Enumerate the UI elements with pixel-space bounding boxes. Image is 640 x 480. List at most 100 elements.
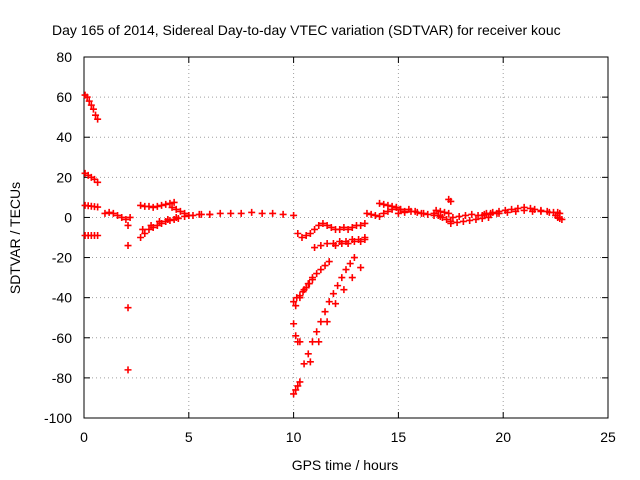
data-point — [248, 208, 256, 216]
data-point — [342, 266, 350, 274]
data-point — [394, 209, 402, 217]
data-point — [306, 358, 314, 366]
x-tick-label: 25 — [600, 429, 616, 445]
data-point — [141, 229, 149, 237]
series-pass-11 — [185, 208, 298, 219]
data-point — [311, 244, 319, 252]
data-point — [323, 240, 331, 248]
data-point — [145, 225, 153, 233]
series-pass-22 — [363, 209, 384, 220]
series-pass-01 — [81, 91, 102, 123]
data-point — [311, 225, 319, 233]
data-point — [380, 200, 388, 208]
data-point — [258, 209, 266, 217]
data-point — [296, 338, 304, 346]
data-point — [537, 206, 545, 214]
data-point — [166, 199, 174, 207]
data-point — [434, 211, 442, 219]
data-point — [155, 217, 163, 225]
y-axis: -100 -80 -60 -40 -20 0 20 40 60 80 — [44, 49, 608, 426]
data-point — [308, 338, 316, 346]
data-point — [170, 198, 178, 206]
data-point — [405, 205, 413, 213]
data-point — [321, 262, 329, 270]
data-point — [438, 213, 446, 221]
data-point — [153, 221, 161, 229]
data-point — [147, 221, 155, 229]
data-point — [300, 286, 308, 294]
series-pass-18 — [294, 219, 348, 241]
data-point — [350, 238, 358, 246]
data-point — [376, 212, 384, 220]
data-point — [158, 201, 166, 209]
data-point — [137, 234, 145, 241]
data-point — [195, 210, 203, 218]
y-tick-label: 60 — [56, 89, 72, 105]
data-point — [298, 234, 306, 241]
data-point — [417, 209, 425, 217]
data-point — [346, 260, 354, 268]
series-pass-05 — [101, 208, 134, 223]
data-point — [332, 242, 340, 250]
data-point — [292, 386, 300, 394]
data-point — [94, 231, 102, 239]
data-point — [363, 209, 371, 217]
data-point — [319, 219, 327, 227]
data-point — [164, 215, 172, 223]
data-point — [290, 390, 298, 398]
data-point — [367, 210, 375, 218]
data-point — [124, 304, 132, 312]
data-point — [317, 318, 325, 326]
data-point — [441, 208, 449, 216]
data-point — [543, 207, 551, 215]
data-point — [468, 210, 476, 218]
data-point — [118, 213, 126, 221]
data-point — [396, 205, 404, 213]
data-point — [304, 350, 312, 358]
series-pass-29 — [445, 195, 455, 205]
data-point — [445, 209, 453, 217]
data-point — [294, 229, 302, 237]
data-point — [313, 270, 321, 278]
data-point — [392, 203, 400, 211]
data-point — [384, 201, 392, 209]
data-point — [122, 215, 130, 223]
x-tick-label: 5 — [185, 429, 193, 445]
data-point — [531, 205, 539, 213]
data-point — [558, 215, 566, 223]
y-tick-label: -20 — [52, 250, 72, 266]
data-point — [487, 210, 495, 218]
data-point — [449, 213, 457, 221]
data-point — [296, 378, 304, 386]
x-tick-label: 0 — [80, 429, 88, 445]
y-tick-label: -100 — [44, 410, 72, 426]
data-point — [137, 201, 145, 209]
data-point — [508, 205, 516, 213]
data-point — [401, 208, 409, 216]
data-point — [338, 240, 346, 248]
series-pass-20 — [332, 236, 369, 250]
data-point — [348, 274, 356, 282]
data-point — [109, 209, 117, 217]
data-point — [114, 211, 122, 219]
series-pass-16 — [300, 254, 358, 368]
series-pass-06 — [124, 221, 132, 374]
data-point — [336, 225, 344, 233]
data-point — [172, 205, 180, 213]
data-point — [216, 209, 224, 217]
data-point — [290, 211, 298, 219]
data-point — [340, 286, 348, 294]
data-point — [317, 266, 325, 274]
series-pass-19 — [311, 234, 369, 252]
data-point — [300, 360, 308, 368]
data-point — [176, 207, 184, 215]
x-axis-label: GPS time / hours — [292, 457, 399, 473]
data-point — [105, 208, 113, 216]
data-point — [411, 207, 419, 215]
plot-frame — [83, 56, 609, 419]
data-point — [495, 209, 503, 217]
data-point — [512, 207, 520, 215]
y-axis-label: SDTVAR / TECUs — [7, 182, 23, 294]
data-point — [321, 308, 329, 316]
data-point — [482, 209, 490, 217]
